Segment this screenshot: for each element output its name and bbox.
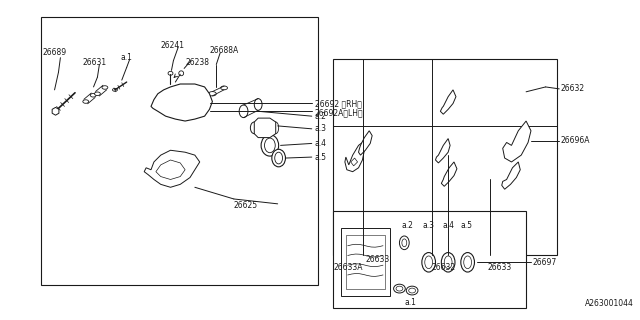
- Bar: [341, 228, 390, 296]
- Polygon shape: [435, 139, 450, 163]
- Polygon shape: [502, 162, 520, 189]
- Text: 26633: 26633: [487, 263, 511, 272]
- Ellipse shape: [264, 138, 275, 153]
- Ellipse shape: [275, 152, 282, 164]
- Polygon shape: [156, 160, 185, 180]
- Ellipse shape: [272, 149, 285, 167]
- Ellipse shape: [444, 256, 452, 268]
- Text: 26625: 26625: [234, 201, 258, 210]
- Bar: [333, 59, 557, 255]
- Text: 26633A: 26633A: [333, 263, 363, 272]
- Text: a.4: a.4: [442, 221, 454, 230]
- Ellipse shape: [168, 71, 173, 75]
- Text: a.1: a.1: [121, 53, 132, 62]
- Text: 26688A: 26688A: [209, 46, 239, 55]
- Ellipse shape: [394, 284, 405, 293]
- Ellipse shape: [161, 90, 174, 103]
- Ellipse shape: [425, 256, 433, 268]
- Ellipse shape: [95, 92, 100, 95]
- Text: 26238: 26238: [185, 58, 209, 67]
- Bar: [41, 17, 317, 285]
- Text: a.3: a.3: [315, 124, 326, 133]
- Text: 26689: 26689: [43, 48, 67, 57]
- Text: a.5: a.5: [461, 221, 473, 230]
- Text: 26632: 26632: [560, 84, 584, 93]
- Ellipse shape: [102, 86, 108, 89]
- Polygon shape: [440, 90, 456, 114]
- Text: 26692 〈RH〉: 26692 〈RH〉: [315, 99, 362, 108]
- Ellipse shape: [464, 256, 472, 268]
- Ellipse shape: [113, 88, 117, 91]
- Ellipse shape: [402, 239, 407, 247]
- Ellipse shape: [209, 92, 216, 96]
- Ellipse shape: [221, 86, 227, 90]
- Text: 26692A〈LH〉: 26692A〈LH〉: [315, 109, 364, 118]
- Polygon shape: [52, 108, 59, 115]
- Text: a.3: a.3: [423, 221, 435, 230]
- Ellipse shape: [409, 288, 415, 293]
- Ellipse shape: [273, 122, 278, 134]
- Text: 26697: 26697: [533, 258, 557, 267]
- Polygon shape: [351, 158, 358, 166]
- Polygon shape: [151, 84, 212, 121]
- Text: 26633: 26633: [365, 255, 390, 264]
- Text: 26631: 26631: [83, 58, 107, 67]
- Ellipse shape: [406, 286, 418, 295]
- Ellipse shape: [83, 100, 89, 103]
- Text: a.2: a.2: [315, 112, 326, 121]
- Ellipse shape: [396, 286, 403, 291]
- Polygon shape: [254, 118, 276, 138]
- Ellipse shape: [250, 122, 258, 134]
- Ellipse shape: [175, 96, 187, 108]
- Text: a.2: a.2: [401, 221, 413, 230]
- Text: 26632: 26632: [431, 263, 456, 272]
- Polygon shape: [144, 150, 200, 187]
- Text: a.4: a.4: [315, 139, 326, 148]
- Ellipse shape: [254, 99, 262, 110]
- Text: 26241: 26241: [161, 41, 185, 50]
- Ellipse shape: [90, 93, 96, 97]
- Ellipse shape: [178, 98, 184, 105]
- Polygon shape: [502, 121, 531, 162]
- Ellipse shape: [164, 93, 172, 100]
- Polygon shape: [345, 142, 364, 172]
- Text: A263001044: A263001044: [584, 299, 634, 308]
- Ellipse shape: [239, 105, 248, 118]
- Ellipse shape: [399, 236, 409, 250]
- Text: a.1: a.1: [404, 298, 416, 307]
- Text: 26696A: 26696A: [560, 136, 589, 145]
- Ellipse shape: [261, 135, 278, 156]
- Ellipse shape: [179, 71, 184, 76]
- Ellipse shape: [422, 252, 435, 272]
- Bar: [346, 235, 385, 289]
- Ellipse shape: [461, 252, 474, 272]
- Ellipse shape: [442, 252, 455, 272]
- Text: a.5: a.5: [315, 153, 326, 162]
- Bar: [333, 211, 526, 308]
- Polygon shape: [442, 162, 457, 186]
- Polygon shape: [358, 131, 372, 155]
